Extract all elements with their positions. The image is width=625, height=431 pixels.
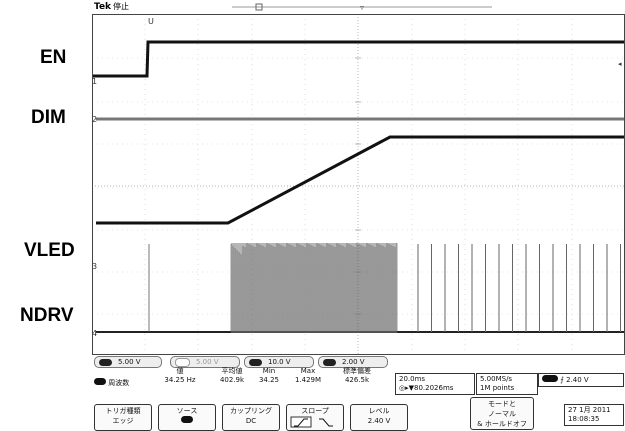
label-en: EN xyxy=(40,47,67,68)
meas-min: Min 34.25 xyxy=(258,367,280,384)
brand-logo: Tek 停止 xyxy=(94,2,130,12)
graticule xyxy=(92,14,625,355)
ch4-marker: 4 xyxy=(92,329,97,338)
ch2-scale[interactable]: 5.00 V xyxy=(170,356,240,368)
meas-max: Max 1.429M xyxy=(294,367,322,384)
slope-button[interactable]: スロープ xyxy=(286,404,344,431)
trigger-readout[interactable]: ⨍ 2.40 V xyxy=(538,373,624,387)
trace-vled xyxy=(96,135,625,225)
ch1-marker: 1 xyxy=(92,77,97,86)
ch2-marker: 2 xyxy=(92,115,97,124)
label-dim: DIM xyxy=(31,107,66,128)
readout-panel: 5.00 V 5.00 V 10.0 V 2.00 V 周波数 値 34.25 H… xyxy=(92,356,625,431)
meas-mean: 平均値 402.9k xyxy=(219,367,245,384)
status-bar: Tek 停止 ▿ xyxy=(92,0,625,15)
meas-label: 周波数 xyxy=(94,378,154,388)
mode-holdoff-button[interactable]: モードと ノーマル & ホールドオフ xyxy=(470,397,534,430)
waveform-display[interactable]: 1 ◂ 2 3 4 U xyxy=(92,14,625,355)
center-crosshair xyxy=(92,14,625,355)
trigger-type-button[interactable]: トリガ種類 エッジ xyxy=(94,404,152,431)
timebase-readout[interactable]: 20.0ms ◎▸▼80.2026ms xyxy=(395,373,475,395)
coupling-button[interactable]: カップリング DC xyxy=(222,404,280,431)
label-ndrv: NDRV xyxy=(20,305,74,326)
measurement-row: 周波数 値 34.25 Hz 平均値 402.9k Min 34.25 Max 1.42… xyxy=(92,367,392,391)
datetime-readout: 27 1月 2011 18:08:35 xyxy=(564,404,624,426)
level-button[interactable]: レベル 2.40 V xyxy=(350,404,408,431)
ch3-scale[interactable]: 10.0 V xyxy=(244,356,314,368)
record-bar[interactable]: ▿ xyxy=(92,0,625,15)
meas-std: 標準偏差 426.5k xyxy=(343,367,371,384)
trace-ndrv xyxy=(96,243,625,333)
label-vled: VLED xyxy=(24,240,75,261)
meas-value: 値 34.25 Hz xyxy=(164,367,196,384)
trigger-position-marker: U xyxy=(148,17,154,26)
svg-text:▿: ▿ xyxy=(360,3,364,12)
ch1-scale[interactable]: 5.00 V xyxy=(94,356,162,368)
ch4-scale[interactable]: 2.00 V xyxy=(318,356,388,368)
ch1-right-marker: ◂ xyxy=(618,60,622,68)
source-button[interactable]: ソース xyxy=(158,404,216,431)
ch3-marker: 3 xyxy=(92,262,97,271)
slope-icons xyxy=(290,416,333,428)
acquisition-readout[interactable]: 5.00MS/s 1M points xyxy=(476,373,538,395)
acq-state: 停止 xyxy=(113,2,130,11)
trace-en xyxy=(92,40,625,78)
